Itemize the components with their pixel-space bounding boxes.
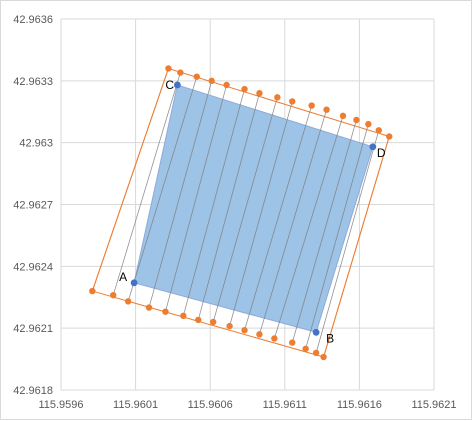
waypoint-top (256, 90, 263, 97)
flight-line (165, 84, 227, 312)
flight-line (212, 97, 278, 323)
flight-line (305, 124, 369, 349)
flight-line (148, 80, 213, 308)
waypoint-bottom (180, 312, 187, 319)
flight-line (112, 72, 181, 296)
y-tick-label: 42.9633 (13, 76, 53, 88)
waypoint-top (165, 65, 172, 72)
flight-line (229, 101, 293, 327)
waypoint-top (386, 133, 393, 140)
corner-label-c: C (165, 78, 174, 92)
waypoint-bottom (145, 304, 153, 311)
corner-point-b (312, 328, 320, 336)
y-tick-label: 42.9636 (13, 14, 53, 26)
waypoint-top (223, 81, 230, 89)
waypoint-bottom (320, 353, 327, 361)
x-tick-label: 115.9621 (411, 399, 456, 411)
waypoint-top (241, 85, 248, 93)
y-tick-label: 42.963 (19, 138, 53, 150)
corner-point-d (369, 143, 377, 151)
waypoint-top (323, 106, 330, 113)
waypoint-top (193, 73, 200, 80)
waypoints (89, 65, 393, 361)
waypoint-bottom (302, 345, 309, 352)
waypoint-top (365, 120, 372, 128)
x-tick-label: 115.9606 (188, 399, 233, 411)
flight-line (259, 109, 327, 335)
waypoint-top (375, 127, 382, 134)
x-tick-label: 115.9616 (337, 399, 382, 411)
waypoint-top (177, 69, 184, 76)
corner-point-c (173, 81, 181, 89)
waypoint-bottom (226, 322, 233, 330)
flight-line (182, 88, 245, 316)
flight-lines (91, 68, 390, 358)
y-tick-label: 42.9627 (13, 200, 53, 212)
waypoint-bottom (195, 316, 202, 324)
waypoint-bottom (289, 339, 296, 346)
waypoint-bottom (162, 308, 169, 315)
flight-line (244, 105, 313, 331)
waypoint-bottom (241, 327, 248, 334)
x-tick-label: 115.9611 (263, 399, 307, 411)
waypoint-top (274, 94, 281, 101)
waypoint-bottom (271, 335, 278, 342)
waypoint-top (339, 112, 347, 120)
flight-line (315, 130, 380, 354)
y-axis-ticks: 42.9618 42.9621 42.9624 42.9627 42.963 42.963… (13, 14, 53, 397)
flight-line (127, 76, 198, 302)
y-tick-label: 42.9621 (13, 323, 53, 335)
corner-label-b: B (326, 331, 334, 345)
corner-point-a (130, 279, 138, 287)
corner-label-d: D (377, 146, 386, 160)
flight-line (91, 68, 169, 292)
waypoint-top (208, 77, 215, 85)
y-tick-label: 42.9618 (13, 385, 53, 397)
waypoint-top (353, 116, 360, 124)
waypoint-bottom (110, 291, 117, 299)
flight-line (273, 115, 344, 339)
waypoint-bottom (89, 287, 96, 295)
waypoint-bottom (124, 298, 132, 305)
corner-label-a: A (119, 270, 127, 284)
waypoint-bottom (256, 331, 263, 338)
waypoint-top (289, 98, 296, 105)
x-axis-ticks: 115.9596 115.9601 115.9606 115.9611 115.9616… (38, 399, 456, 411)
y-tick-label: 42.9624 (13, 261, 53, 273)
x-tick-label: 115.9601 (113, 399, 158, 411)
flight-line (291, 119, 357, 343)
waypoint-bottom (312, 349, 320, 357)
x-tick-label: 115.9596 (38, 399, 83, 411)
waypoint-top (308, 102, 315, 109)
flight-line (323, 136, 390, 358)
corner-points: A B D C (119, 78, 386, 345)
flight-line (197, 93, 260, 321)
waypoint-bottom (209, 318, 217, 326)
